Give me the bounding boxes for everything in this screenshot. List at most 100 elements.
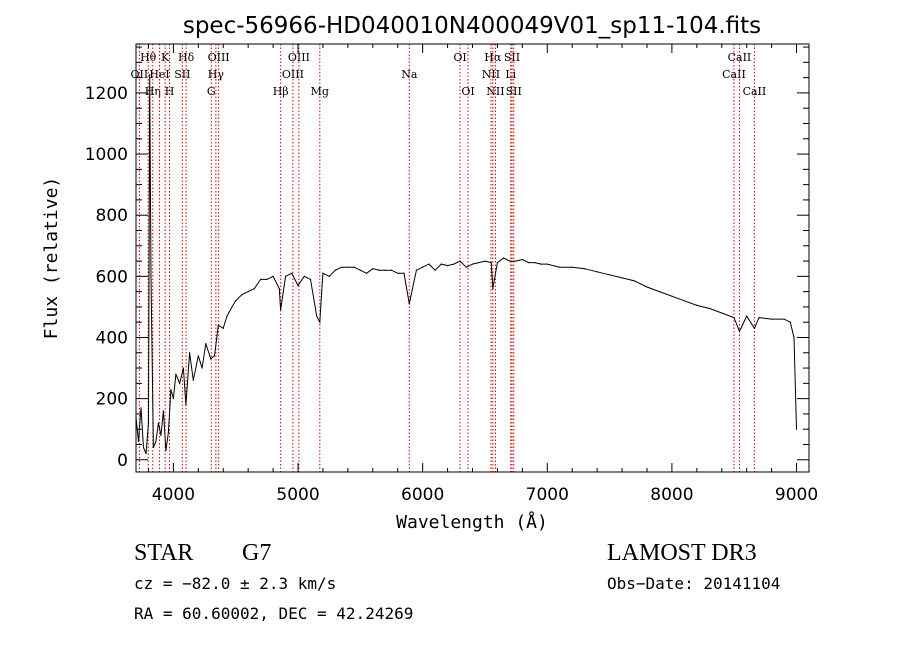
spectral-line-label: OI bbox=[453, 51, 466, 64]
x-tick-label: 6000 bbox=[401, 485, 444, 505]
spectrum-point bbox=[226, 315, 228, 317]
spectrum-point bbox=[403, 272, 405, 274]
spectrum-point bbox=[316, 315, 318, 317]
spectrum-point bbox=[428, 263, 430, 265]
spectral-line-label: CaII bbox=[728, 51, 752, 64]
spectrum-point bbox=[584, 268, 586, 270]
spectrum-point bbox=[353, 266, 355, 268]
spectrum-point bbox=[160, 434, 162, 436]
spectrum-point bbox=[708, 307, 710, 310]
spectrum-point bbox=[484, 260, 486, 262]
y-tick-label: 1000 bbox=[85, 145, 128, 165]
y-tick-label: 1200 bbox=[85, 84, 128, 104]
spectrum-point bbox=[222, 327, 224, 329]
spectrum-point bbox=[415, 269, 418, 271]
ra-dec-coordinates: RA = 60.60002, DEC = 42.24269 bbox=[134, 604, 414, 623]
spectral-line-label: Na bbox=[401, 68, 418, 81]
subclass: G7 bbox=[242, 540, 272, 566]
plot-frame bbox=[135, 43, 810, 473]
spectral-line-label: Hγ bbox=[208, 68, 225, 81]
spectral-lines-layer: OII Hθ Hη HeI K H SII Hδ G Hγ OIII Hβ OIII OIII Mg Na OI… bbox=[131, 44, 766, 472]
spectrum-point bbox=[683, 300, 685, 302]
spectrum-point bbox=[546, 263, 548, 265]
spectral-line-label: Li bbox=[505, 68, 516, 81]
spectrum-point bbox=[266, 278, 268, 280]
spectrum-point bbox=[534, 261, 536, 264]
y-tick-label: 600 bbox=[96, 267, 128, 287]
x-tick-label: 9000 bbox=[775, 485, 818, 505]
spectrum-point bbox=[284, 275, 287, 277]
object-class: STAR bbox=[134, 540, 194, 566]
spectrum-point bbox=[341, 266, 343, 268]
spectrum-point bbox=[738, 330, 741, 332]
spectrum-point bbox=[309, 278, 312, 280]
spectrum-point bbox=[465, 266, 467, 268]
spectrum-point bbox=[145, 453, 147, 455]
spectral-line-label: Hβ bbox=[273, 85, 289, 98]
spectrum-point bbox=[231, 306, 233, 308]
spectrum-point bbox=[492, 287, 494, 290]
spectrum-point bbox=[272, 275, 274, 277]
spectral-line-label: Hθ bbox=[140, 51, 157, 64]
spectrum-point bbox=[509, 260, 511, 262]
spectrum-point bbox=[322, 272, 324, 274]
spectrum-point bbox=[559, 266, 561, 268]
spectrum-point bbox=[297, 284, 299, 287]
spectrum-point bbox=[188, 352, 191, 354]
spectrum-point bbox=[397, 272, 399, 274]
spectral-line-label: Mg bbox=[311, 85, 329, 98]
spectrum-point bbox=[515, 260, 517, 262]
spectrum-point bbox=[182, 367, 184, 369]
spectrum-point bbox=[170, 388, 172, 391]
spectral-line-label: SII bbox=[504, 51, 520, 64]
spectrum-point bbox=[521, 258, 523, 261]
spectrum-point bbox=[793, 336, 795, 339]
spectrum-point bbox=[646, 286, 648, 288]
spectrum-point bbox=[471, 263, 474, 265]
spectrum-point bbox=[150, 275, 152, 277]
spectral-line-label: Hδ bbox=[178, 51, 195, 64]
spectrum-point bbox=[758, 317, 760, 319]
spectral-line-label: OIII bbox=[288, 51, 310, 64]
spectrum-point bbox=[347, 266, 349, 268]
y-tick-label: 0 bbox=[117, 451, 128, 471]
spectrum-point bbox=[291, 272, 293, 274]
spectral-line-label: OIII bbox=[282, 68, 304, 81]
spectrum-point bbox=[540, 263, 542, 265]
spectrum-point bbox=[496, 261, 499, 264]
spectral-line-label: CaII bbox=[722, 68, 746, 81]
spectrum-point bbox=[247, 291, 249, 293]
spectrum-point bbox=[633, 280, 636, 282]
x-tick-label: 5000 bbox=[276, 485, 319, 505]
spectrum-point bbox=[408, 303, 410, 305]
spectrum-point bbox=[303, 275, 305, 277]
spectrum-point bbox=[157, 422, 160, 424]
spectral-line-label: K bbox=[161, 51, 170, 64]
spectrum-line bbox=[135, 74, 797, 454]
spectrum-point bbox=[179, 382, 181, 384]
spectrum-point bbox=[201, 367, 203, 369]
spectral-line-label: SII bbox=[174, 68, 190, 81]
spectrum-point bbox=[596, 271, 598, 273]
spectrum-point bbox=[210, 358, 212, 360]
spectrum-point bbox=[365, 272, 368, 274]
spectrum-point bbox=[527, 261, 530, 264]
axis-ticks-layer: 4000 5000 6000 7000 8000 9000 0 200 400 600 800 100… bbox=[85, 44, 818, 505]
spectral-line-label: NII bbox=[482, 68, 500, 81]
x-axis-label: Wavelength (Å) bbox=[396, 511, 548, 533]
spectrum-point bbox=[162, 410, 165, 412]
spectrum-point bbox=[753, 327, 756, 329]
spectrum-point bbox=[155, 440, 157, 443]
spectrum-point bbox=[359, 269, 361, 271]
spectral-line-label: OI bbox=[461, 85, 474, 98]
redshift-cz: cz = −82.0 ± 2.3 km/s bbox=[134, 574, 337, 593]
spectrum-point bbox=[453, 263, 455, 265]
spectral-line-label: SII bbox=[506, 85, 522, 98]
spectrum-point bbox=[205, 343, 207, 345]
spectrum-point bbox=[213, 355, 216, 357]
spectrum-point bbox=[175, 373, 177, 375]
spectrum-point bbox=[378, 269, 380, 271]
spectrum-point bbox=[696, 304, 698, 306]
spectrum-point bbox=[440, 263, 442, 265]
